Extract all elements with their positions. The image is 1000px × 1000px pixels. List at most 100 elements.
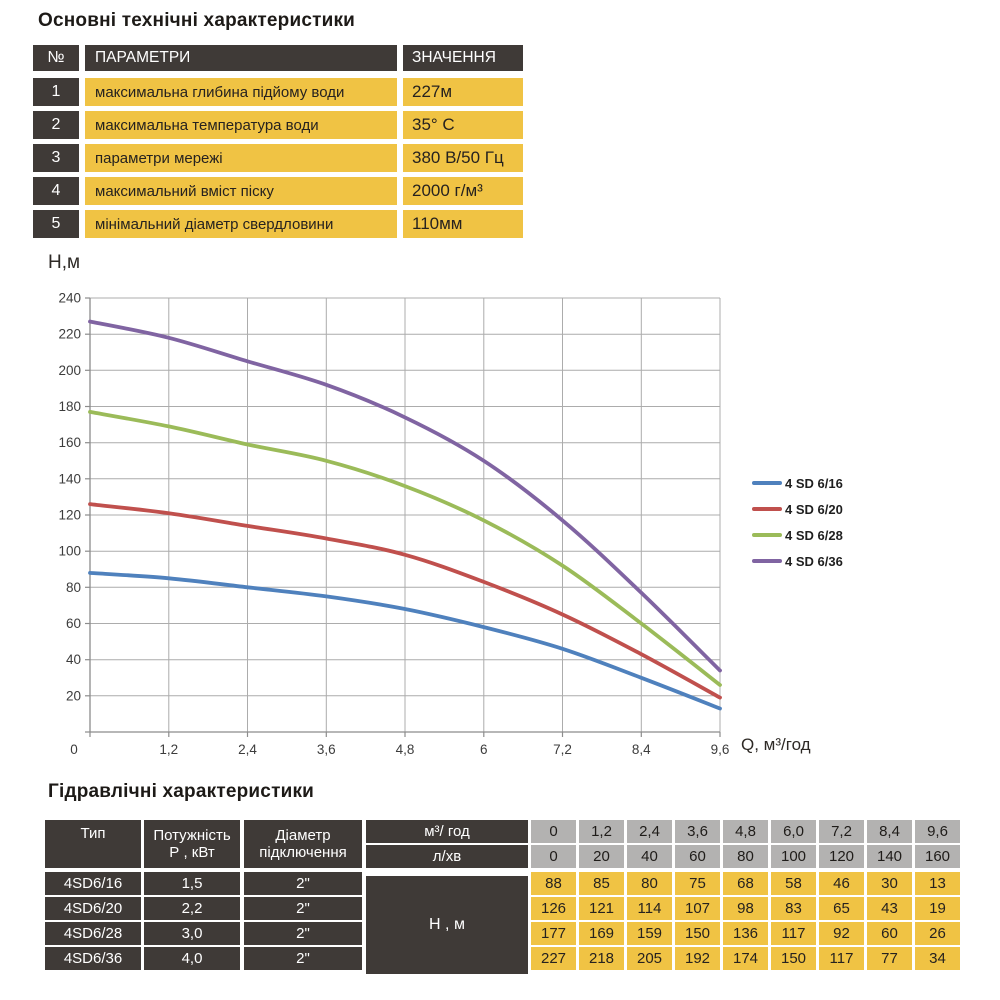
head-value-cell: 65 xyxy=(819,897,864,920)
head-value: 117 xyxy=(829,950,854,967)
flow-column: 9,6 160 xyxy=(915,820,960,868)
power-label-line1: Потужність xyxy=(153,827,231,844)
pump-diameter-cell: 2" xyxy=(244,922,362,945)
header-number: № xyxy=(33,45,79,71)
pump-power: 3,0 xyxy=(181,925,203,942)
svg-text:220: 220 xyxy=(58,327,81,342)
chart-legend: 4 SD 6/16 4 SD 6/20 4 SD 6/28 4 SD 6/36 xyxy=(752,470,843,574)
value-text: 380 В/50 Гц xyxy=(412,148,504,167)
flow-lmin-label: л/хв xyxy=(432,848,462,865)
head-value: 92 xyxy=(833,925,850,942)
head-value-cell: 218 xyxy=(579,947,624,970)
head-value: 30 xyxy=(881,875,898,892)
pump-power: 1,5 xyxy=(181,875,203,892)
legend-item: 4 SD 6/36 xyxy=(752,548,843,574)
parameter-text: максимальний вміст піску xyxy=(95,182,274,200)
flow-m3h-cell: 0 xyxy=(531,820,576,843)
parameter-cell: максимальна температура води xyxy=(85,111,397,139)
head-value: 192 xyxy=(684,950,711,967)
flow-lmin-cell: 100 xyxy=(771,845,816,868)
flow-lmin-cell: 60 xyxy=(675,845,720,868)
hydraulic-title: Гідравлічні характеристики xyxy=(48,781,315,802)
head-value-cell: 192 xyxy=(675,947,720,970)
tech-specs-title: Основні технічні характеристики xyxy=(38,10,356,31)
svg-text:40: 40 xyxy=(66,652,81,667)
flow-column: 0 0 xyxy=(531,820,576,868)
head-value-cell: 159 xyxy=(627,922,672,945)
head-value: 34 xyxy=(929,950,946,967)
head-value-cell: 117 xyxy=(771,922,816,945)
flow-column: 7,2 120 xyxy=(819,820,864,868)
head-value-cell: 58 xyxy=(771,872,816,895)
head-value-cell: 34 xyxy=(915,947,960,970)
head-value-cell: 77 xyxy=(867,947,912,970)
chart-axes xyxy=(85,297,721,737)
tech-specs-table: № ПАРАМЕТРИ ЗНАЧЕННЯ 1 максимальна глиби… xyxy=(33,45,523,243)
legend-item: 4 SD 6/16 xyxy=(752,470,843,496)
head-value-cell: 150 xyxy=(675,922,720,945)
flow-m3h-cell: 2,4 xyxy=(627,820,672,843)
value-cell: 227м xyxy=(403,78,523,106)
svg-text:8,4: 8,4 xyxy=(632,742,651,757)
flow-lmin-value: 20 xyxy=(593,848,610,865)
pump-power-cell: 4,0 xyxy=(144,947,240,970)
head-value: 85 xyxy=(593,875,610,892)
pump-diameter: 2" xyxy=(296,950,310,967)
chart-tick-labels: 20 40 60 80 100 120 140 160 180 200 220 240 0 1,2 2,4 3… xyxy=(58,291,729,758)
row-number-text: 5 xyxy=(51,215,61,232)
svg-text:140: 140 xyxy=(58,471,81,486)
row-number: 4 xyxy=(33,177,79,205)
svg-text:80: 80 xyxy=(66,580,81,595)
flow-lmin-cell: 20 xyxy=(579,845,624,868)
flow-m3h-value: 0 xyxy=(549,823,558,840)
parameter-cell: параметри мережі xyxy=(85,144,397,172)
pump-diameter-cell: 2" xyxy=(244,872,362,895)
value-cell: 380 В/50 Гц xyxy=(403,144,523,172)
pump-type-cell: 4SD6/20 xyxy=(45,897,141,920)
flow-lmin-cell: 80 xyxy=(723,845,768,868)
pump-diameter: 2" xyxy=(296,925,310,942)
pump-diameter: 2" xyxy=(296,900,310,917)
pump-type: 4SD6/36 xyxy=(63,950,123,967)
flow-m3h-value: 8,4 xyxy=(879,823,900,840)
pump-type-cell: 4SD6/16 xyxy=(45,872,141,895)
flow-column: 3,6 60 xyxy=(675,820,720,868)
svg-text:6: 6 xyxy=(480,742,488,757)
table-row: 3 параметри мережі 380 В/50 Гц xyxy=(33,144,523,172)
flow-column: 6,0 100 xyxy=(771,820,816,868)
pump-type-cell: 4SD6/28 xyxy=(45,922,141,945)
parameter-text: параметри мережі xyxy=(95,149,223,167)
svg-text:2,4: 2,4 xyxy=(238,742,257,757)
header-parameters: ПАРАМЕТРИ xyxy=(85,45,397,71)
pump-row: 4SD6/36 4,0 2" 227 218 205 192 174 150 1… xyxy=(45,947,960,970)
legend-label: 4 SD 6/28 xyxy=(785,527,843,543)
row-number-text: 4 xyxy=(51,182,61,199)
flow-m3h-cell: 9,6 xyxy=(915,820,960,843)
head-value: 19 xyxy=(929,900,946,917)
legend-line-swatch xyxy=(752,507,782,511)
head-value-cell: 174 xyxy=(723,947,768,970)
head-value: 177 xyxy=(540,925,567,942)
legend-item: 4 SD 6/28 xyxy=(752,522,843,548)
head-value: 88 xyxy=(545,875,562,892)
head-value: 58 xyxy=(785,875,802,892)
flow-lmin-value: 80 xyxy=(737,848,754,865)
chart-series-lines xyxy=(88,319,722,711)
pump-curves-chart: 20 40 60 80 100 120 140 160 180 200 220 240 0 1,2 2,4 3… xyxy=(0,252,1000,777)
head-value: 80 xyxy=(641,875,658,892)
legend-line-swatch xyxy=(752,533,782,537)
legend-label: 4 SD 6/36 xyxy=(785,553,843,569)
parameter-cell: максимальний вміст піску xyxy=(85,177,397,205)
head-value-cell: 126 xyxy=(531,897,576,920)
series-line-4-SD-6-28 xyxy=(88,410,722,687)
legend-item: 4 SD 6/20 xyxy=(752,496,843,522)
row-number: 3 xyxy=(33,144,79,172)
svg-text:0: 0 xyxy=(70,742,78,757)
row-number-text: 2 xyxy=(51,116,61,133)
head-value-cell: 13 xyxy=(915,872,960,895)
head-value-cell: 92 xyxy=(819,922,864,945)
head-value: 169 xyxy=(588,925,615,942)
head-value-cell: 150 xyxy=(771,947,816,970)
svg-text:200: 200 xyxy=(58,363,81,378)
